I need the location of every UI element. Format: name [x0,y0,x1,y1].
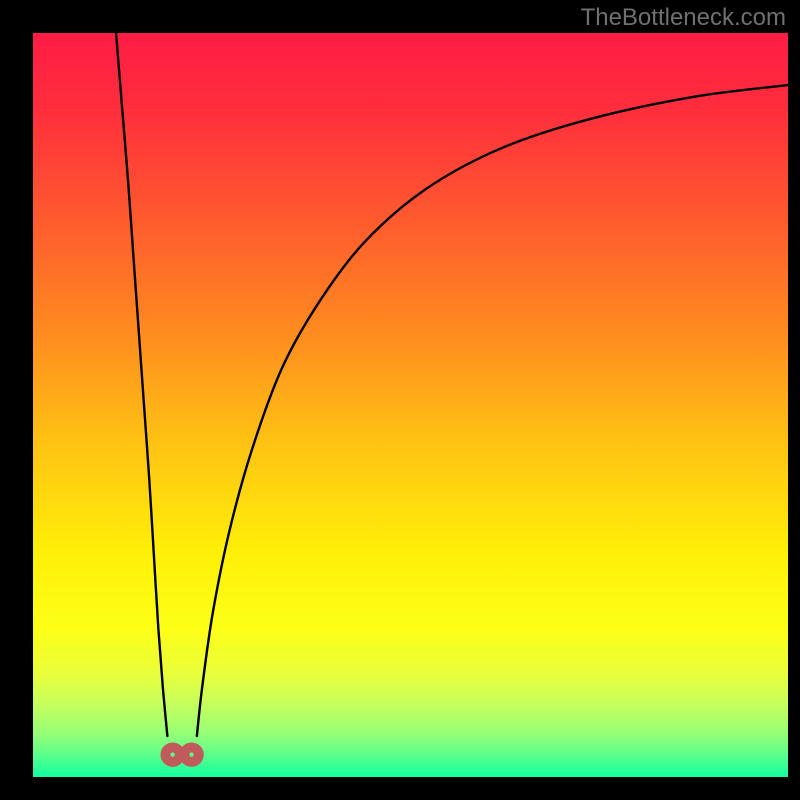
gradient-background [33,33,788,777]
watermark-text: TheBottleneck.com [581,4,786,32]
plot-area [33,33,788,777]
chart-container: TheBottleneck.com [0,0,800,800]
plot-svg [33,33,788,777]
